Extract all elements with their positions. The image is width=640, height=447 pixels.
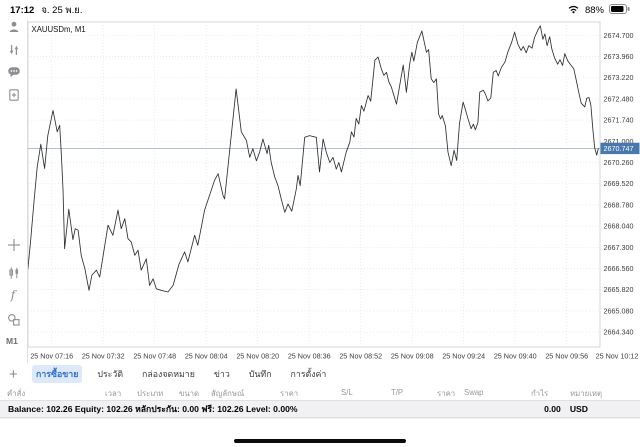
svg-text:25 Nov 08:52: 25 Nov 08:52: [339, 352, 382, 361]
tab-journal[interactable]: บันทึก: [248, 369, 272, 379]
chart-toolbar: f M1: [0, 20, 28, 363]
svg-text:2673.960: 2673.960: [604, 52, 634, 61]
current-price-value: 2670.747: [604, 144, 634, 153]
svg-text:25 Nov 09:08: 25 Nov 09:08: [391, 352, 434, 361]
chart-canvas[interactable]: 2674.700 2673.960 2673.220 2672.480 2671.740…: [0, 20, 640, 363]
battery-icon: [609, 3, 630, 17]
timeframe-button[interactable]: M1: [6, 336, 18, 346]
column-header-profit: กำไร: [531, 389, 549, 398]
crosshair-icon[interactable]: [7, 238, 21, 252]
column-header-sl: S/L: [341, 388, 353, 397]
grid: [28, 22, 600, 347]
account-icon[interactable]: [7, 20, 21, 34]
account-summary-bar: Balance: 102.26 Equity: 102.26 หลักประกั…: [0, 400, 640, 418]
svg-text:2667.300: 2667.300: [604, 243, 634, 252]
chart-region: 2674.700 2673.960 2673.220 2672.480 2671.740…: [0, 20, 640, 363]
tab-settings[interactable]: การตั้งค่า: [290, 369, 327, 379]
bottom-area: [0, 418, 640, 447]
status-date: จ. 25 พ.ย.: [41, 4, 83, 16]
svg-text:f: f: [10, 288, 18, 302]
status-bar: 17:12 จ. 25 พ.ย. 88%: [0, 0, 640, 20]
new-order-icon[interactable]: [7, 88, 21, 102]
objects-icon[interactable]: [7, 313, 21, 327]
svg-text:2665.080: 2665.080: [604, 306, 634, 315]
account-summary: Balance: 102.26 Equity: 102.26 หลักประกั…: [8, 404, 298, 414]
plot-border: [27, 21, 601, 348]
column-header-order: คำสั่ง: [7, 389, 26, 398]
battery-percent: 88%: [584, 4, 604, 16]
tab-history[interactable]: ประวัติ: [97, 369, 124, 379]
svg-text:2664.340: 2664.340: [604, 328, 634, 337]
price-line-series: [28, 25, 599, 293]
column-header-type: ประเภท: [137, 389, 164, 398]
column-header-price: ราคา: [280, 389, 299, 398]
svg-text:25 Nov 08:20: 25 Nov 08:20: [236, 352, 279, 361]
svg-text:2671.000: 2671.000: [604, 137, 634, 146]
add-icon[interactable]: +: [9, 365, 18, 383]
profit-value: 0.00: [544, 404, 561, 414]
svg-text:25 Nov 07:32: 25 Nov 07:32: [82, 352, 125, 361]
chat-icon[interactable]: [7, 65, 21, 79]
svg-text:25 Nov 08:04: 25 Nov 08:04: [185, 352, 228, 361]
svg-text:2668.780: 2668.780: [604, 200, 634, 209]
price-axis: 2674.700 2673.960 2673.220 2672.480 2671.740…: [604, 31, 634, 337]
svg-text:25 Nov 08:36: 25 Nov 08:36: [288, 352, 331, 361]
bottom-tab-bar: + การซื้อขาย ประวัติ กล่องจดหมาย ข่าว บันทึก…: [0, 363, 640, 385]
column-header-swap: Swap: [464, 388, 484, 397]
column-header-comment: หมายเหตุ: [570, 389, 603, 398]
svg-text:25 Nov 07:16: 25 Nov 07:16: [30, 352, 73, 361]
svg-text:2672.480: 2672.480: [604, 94, 634, 103]
svg-text:2665.820: 2665.820: [604, 285, 634, 294]
tab-mailbox[interactable]: กล่องจดหมาย: [142, 369, 195, 379]
clock: 17:12: [10, 4, 35, 16]
candlestick-icon[interactable]: [7, 266, 21, 280]
svg-text:25 Nov 09:40: 25 Nov 09:40: [494, 352, 537, 361]
column-header-volume: ขนาด: [179, 389, 200, 398]
chart-symbol-label: XAUUSDm, M1: [32, 25, 86, 34]
column-header-price2: ราคา: [437, 389, 456, 398]
svg-text:2670.260: 2670.260: [604, 158, 634, 167]
svg-text:2668.040: 2668.040: [604, 222, 634, 231]
svg-text:25 Nov 09:56: 25 Nov 09:56: [545, 352, 588, 361]
svg-text:25 Nov 09:24: 25 Nov 09:24: [442, 352, 485, 361]
trade-arrows-icon[interactable]: [7, 43, 21, 57]
svg-text:2669.520: 2669.520: [604, 179, 634, 188]
indicators-icon[interactable]: f: [7, 288, 21, 302]
tab-news[interactable]: ข่าว: [213, 369, 230, 379]
wifi-icon: [567, 4, 580, 17]
home-indicator[interactable]: [234, 438, 406, 443]
orders-table-header: คำสั่ง เวลา ประเภท ขนาด สัญลักษณ์ ราคา S/L T/P ร…: [0, 385, 640, 400]
column-header-symbol: สัญลักษณ์: [211, 389, 245, 398]
current-price-badge: [600, 142, 640, 155]
tab-trade[interactable]: การซื้อขาย: [32, 365, 83, 383]
column-header-time: เวลา: [105, 389, 122, 398]
svg-text:2673.220: 2673.220: [604, 73, 634, 82]
svg-text:25 Nov 10:12: 25 Nov 10:12: [596, 352, 639, 361]
svg-text:25 Nov 07:48: 25 Nov 07:48: [133, 352, 176, 361]
svg-text:2674.700: 2674.700: [604, 31, 634, 40]
profit-currency: USD: [569, 404, 588, 414]
svg-text:2671.740: 2671.740: [604, 116, 634, 125]
column-header-tp: T/P: [391, 388, 404, 397]
time-axis: 25 Nov 07:16 25 Nov 07:32 25 Nov 07:48 25 N…: [30, 352, 638, 361]
svg-text:2666.560: 2666.560: [604, 264, 634, 273]
